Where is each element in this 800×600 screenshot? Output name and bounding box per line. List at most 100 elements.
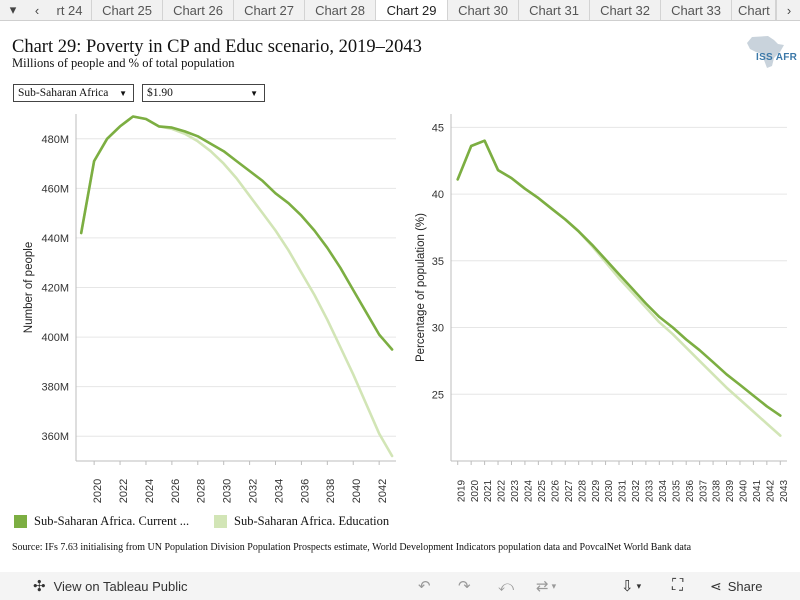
undo-icon[interactable]: ↶ [418, 578, 431, 595]
fullscreen-icon[interactable]: ⛶ [672, 577, 684, 594]
bottom-toolbar: ✣ View on Tableau Public ↶ ↷ ⤺ ⇄ ▾ ⇩ ▾ ⛶… [0, 572, 800, 600]
download-icon[interactable]: ⇩ ▾ [621, 578, 642, 595]
legend-item-current[interactable]: Sub-Saharan Africa. Current ... [14, 511, 189, 531]
tab-chart-30[interactable]: Chart 30 [448, 0, 519, 20]
x-tick-label: 2024 [144, 479, 156, 503]
tab-chart-29[interactable]: Chart 29 [376, 0, 448, 20]
region-dropdown-value: Sub-Saharan Africa [18, 87, 109, 99]
share-icon: ⋖ [710, 577, 722, 594]
x-tick-label: 2032 [248, 479, 260, 503]
source-note: Source: IFs 7.63 initialising from UN Po… [12, 542, 692, 553]
redo-icon[interactable]: ↷ [458, 578, 471, 595]
tab-chart-33[interactable]: Chart 33 [661, 0, 732, 20]
x-tick-label: 2030 [604, 479, 615, 502]
x-tick-label: 2040 [739, 479, 750, 502]
y-tick-label: 420M [41, 283, 69, 295]
y-tick-label: 40 [432, 189, 444, 201]
x-tick-label: 2043 [779, 479, 790, 502]
tab-bar: ▾ ‹ rt 24 Chart 25 Chart 26 Chart 27 Cha… [0, 0, 800, 21]
tab-chart-26[interactable]: Chart 26 [163, 0, 234, 20]
region-dropdown[interactable]: Sub-Saharan Africa ▼ [13, 84, 134, 102]
x-tick-label: 2031 [618, 479, 629, 502]
share-label: Share [727, 578, 763, 594]
tab-menu-icon[interactable]: ▾ [0, 0, 27, 20]
series-line-education[interactable] [456, 139, 782, 437]
x-tick-label: 2026 [170, 479, 182, 503]
x-tick-label: 2034 [658, 479, 669, 502]
x-tick-label: 2042 [765, 479, 776, 502]
x-tick-label: 2038 [712, 479, 723, 502]
tableau-icon: ✣ [33, 578, 46, 595]
y-tick-label: 360M [41, 431, 69, 443]
y-tick-label: 30 [432, 323, 444, 335]
x-tick-label: 2033 [645, 479, 656, 502]
x-tick-label: 2028 [196, 479, 208, 503]
x-tick-label: 2039 [725, 479, 736, 502]
x-tick-label: 2024 [524, 479, 535, 502]
x-tick-label: 2036 [685, 479, 696, 502]
tab-scroll-left-icon[interactable]: ‹ [26, 0, 49, 20]
legend-swatch-current [14, 514, 27, 528]
legend-item-education[interactable]: Sub-Saharan Africa. Education [214, 511, 389, 531]
y-tick-label: 25 [432, 389, 444, 401]
x-tick-label: 2022 [118, 479, 130, 503]
tab-chart-27[interactable]: Chart 27 [234, 0, 305, 20]
y-tick-label: 380M [41, 382, 69, 394]
y-tick-label: 460M [41, 183, 69, 195]
x-tick-label: 2023 [510, 479, 521, 502]
y-axis-title: Percentage of population (%) [415, 213, 427, 362]
x-tick-label: 2038 [325, 479, 337, 503]
series-line-education[interactable] [79, 115, 394, 458]
series-line-current[interactable] [79, 115, 394, 351]
y-axis-title: Number of people [23, 242, 35, 333]
tab-scroll-right-icon[interactable]: › [776, 0, 800, 20]
tab-chart-28[interactable]: Chart 28 [305, 0, 376, 20]
x-tick-label: 2036 [299, 479, 311, 503]
share-button[interactable]: ⋖ Share [710, 572, 762, 600]
y-tick-label: 400M [41, 332, 69, 344]
series-line-current[interactable] [456, 139, 782, 417]
legend-swatch-education [214, 514, 227, 528]
tab-chart-25[interactable]: Chart 25 [92, 0, 163, 20]
iss-africa-logo [747, 36, 784, 68]
page-subtitle: Millions of people and % of total popula… [12, 56, 235, 70]
tab-chart-34[interactable]: Chart [732, 0, 776, 20]
threshold-dropdown-value: $1.90 [147, 87, 173, 99]
tab-chart-31[interactable]: Chart 31 [519, 0, 590, 20]
revert-icon[interactable]: ⤺ [498, 577, 515, 595]
x-tick-label: 2022 [497, 479, 508, 502]
x-tick-label: 2021 [483, 479, 494, 502]
x-tick-label: 2028 [577, 479, 588, 502]
x-tick-label: 2035 [671, 479, 682, 502]
x-tick-label: 2041 [752, 479, 763, 502]
x-tick-label: 2037 [698, 479, 709, 502]
tab-chart-24[interactable]: rt 24 [48, 0, 92, 20]
x-tick-label: 2032 [631, 479, 642, 502]
x-tick-label: 2025 [537, 479, 548, 502]
x-tick-label: 2042 [377, 479, 389, 503]
x-tick-label: 2029 [591, 479, 602, 502]
chart-1: 360M 380M 400M 420M 440M 460M 480M 2020 2022 2024… [23, 114, 396, 503]
x-tick-label: 2020 [92, 479, 104, 503]
x-tick-label: 2026 [550, 479, 561, 502]
logo-text: ISS AFR [756, 52, 798, 63]
x-tick-label: 2019 [456, 479, 467, 502]
threshold-dropdown[interactable]: $1.90 ▼ [142, 84, 265, 102]
page-title: Chart 29: Poverty in CP and Educ scenari… [12, 37, 422, 57]
refresh-icon[interactable]: ⇄ ▾ [536, 578, 557, 595]
chevron-down-icon: ▼ [119, 89, 127, 98]
tab-chart-32[interactable]: Chart 32 [590, 0, 661, 20]
y-tick-label: 35 [432, 256, 444, 268]
chevron-down-icon: ▼ [250, 89, 258, 98]
x-tick-label: 2034 [273, 479, 285, 503]
x-tick-label: 2020 [470, 479, 481, 502]
y-tick-label: 480M [41, 134, 69, 146]
legend-label-current: Sub-Saharan Africa. Current ... [34, 513, 190, 528]
view-on-tableau-button[interactable]: ✣ View on Tableau Public [33, 572, 188, 600]
y-tick-label: 440M [41, 233, 69, 245]
legend-label-education: Sub-Saharan Africa. Education [234, 513, 390, 528]
x-tick-label: 2030 [222, 479, 234, 503]
view-on-tableau-label: View on Tableau Public [53, 578, 188, 594]
x-tick-label: 2027 [564, 479, 575, 502]
